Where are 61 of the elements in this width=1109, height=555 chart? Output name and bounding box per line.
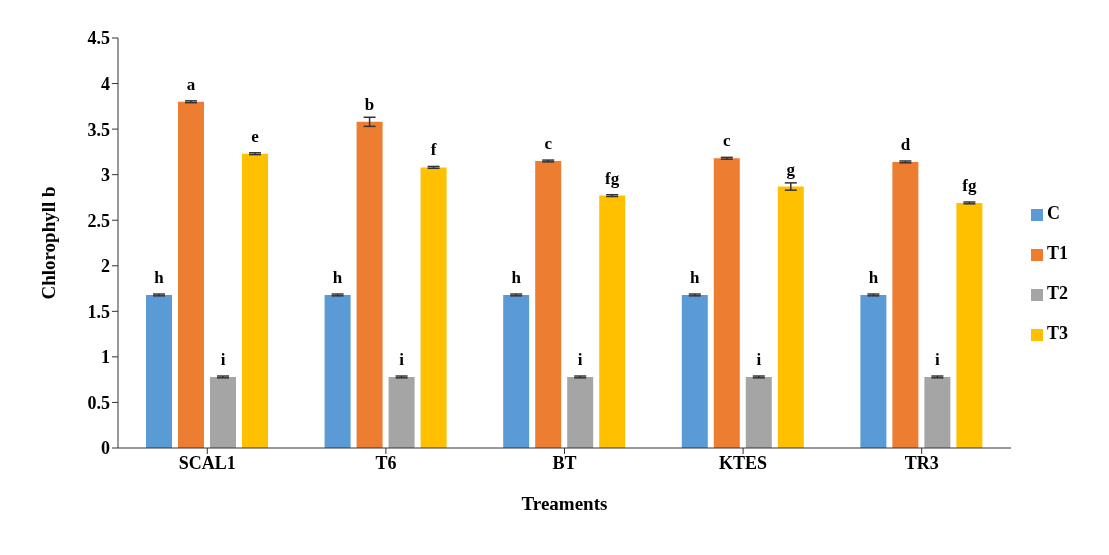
bar xyxy=(892,161,919,448)
x-tick-label: SCAL1 xyxy=(178,452,236,473)
bar xyxy=(324,294,351,448)
y-tick-label: 3 xyxy=(101,165,110,186)
bar xyxy=(178,101,204,448)
y-tick-label: 2 xyxy=(101,256,110,277)
x-tick-label: BT xyxy=(552,452,577,473)
bar xyxy=(356,121,383,448)
y-tick-label: 0.5 xyxy=(87,392,110,413)
bar xyxy=(777,186,804,448)
bar xyxy=(146,294,172,448)
legend-label: C xyxy=(1046,203,1060,223)
bar xyxy=(210,376,236,448)
data-label: c xyxy=(544,134,553,153)
bar xyxy=(713,158,740,448)
x-tick-label: KTES xyxy=(719,452,768,473)
y-tick-label: 4.5 xyxy=(87,28,110,49)
y-tick-label: 3.5 xyxy=(87,119,110,140)
bar xyxy=(242,153,268,448)
x-tick-label: TR3 xyxy=(904,452,939,473)
bar xyxy=(924,376,951,448)
data-label: h xyxy=(154,267,165,287)
data-label: a xyxy=(186,74,196,94)
data-label: e xyxy=(251,126,260,146)
y-tick-label: 4 xyxy=(101,73,110,94)
bar xyxy=(745,376,772,448)
bar xyxy=(681,294,708,448)
data-label: h xyxy=(690,267,701,287)
data-label: i xyxy=(756,349,762,369)
data-label: i xyxy=(935,349,941,369)
y-axis-title: Chlorophyll b xyxy=(37,186,59,300)
bar xyxy=(860,294,887,448)
data-label: fg xyxy=(605,168,620,188)
data-label: b xyxy=(364,94,375,114)
y-tick-label: 1 xyxy=(101,347,110,368)
data-label: h xyxy=(868,267,879,287)
data-label: d xyxy=(900,134,911,154)
legend-label: T1 xyxy=(1046,243,1068,263)
data-label: i xyxy=(220,349,226,369)
bar xyxy=(567,376,594,448)
bar xyxy=(535,161,562,448)
data-label: i xyxy=(399,349,405,369)
data-label: fg xyxy=(962,175,977,195)
y-tick-label: 0 xyxy=(101,438,110,459)
x-tick-label: T6 xyxy=(375,452,397,473)
data-label: h xyxy=(332,267,343,287)
data-label: i xyxy=(577,349,583,369)
data-label: g xyxy=(786,159,796,179)
bar xyxy=(503,294,530,448)
y-tick-label: 2.5 xyxy=(87,210,110,231)
legend-label: T3 xyxy=(1046,323,1068,343)
data-label: c xyxy=(723,131,732,151)
bar xyxy=(599,195,626,448)
x-axis-title: Treaments xyxy=(521,493,608,514)
bar xyxy=(956,202,983,448)
legend-label: T2 xyxy=(1046,283,1068,303)
data-label: h xyxy=(511,267,522,287)
data-label: f xyxy=(430,140,437,160)
y-tick-label: 1.5 xyxy=(87,301,110,322)
bar xyxy=(388,376,415,448)
bar xyxy=(420,167,447,448)
